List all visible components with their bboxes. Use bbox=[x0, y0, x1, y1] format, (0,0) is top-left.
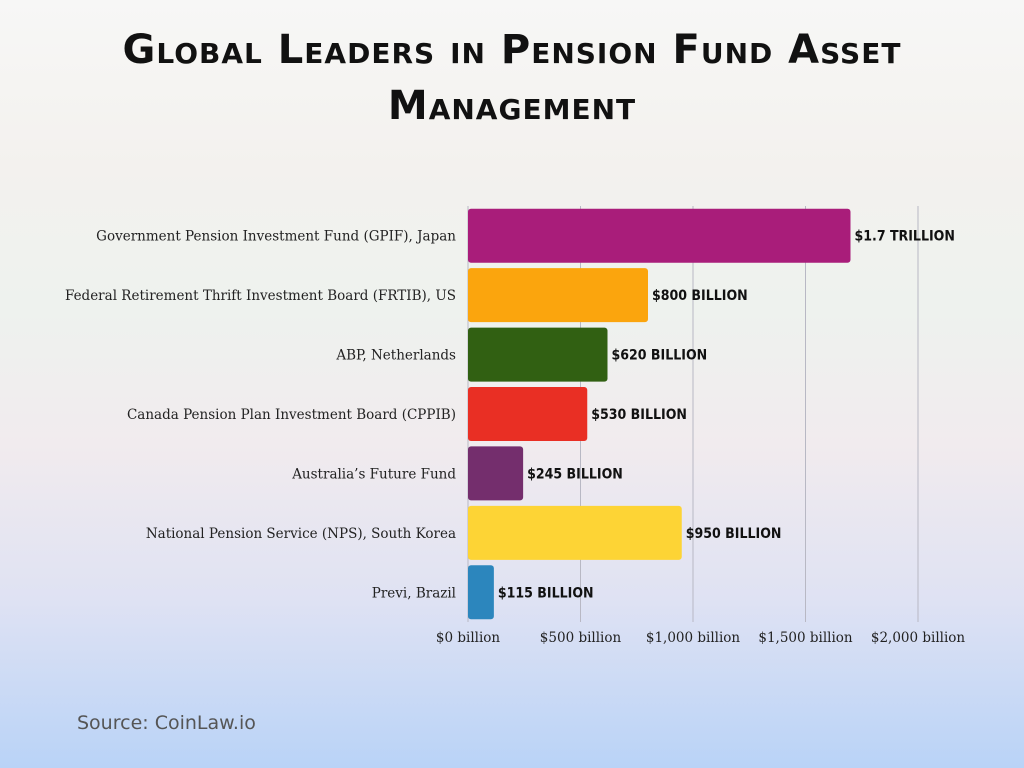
x-tick-label: $500 billion bbox=[540, 630, 622, 646]
category-label: Federal Retirement Thrift Investment Boa… bbox=[65, 288, 456, 304]
bar bbox=[468, 565, 494, 620]
x-tick-label: $0 billion bbox=[436, 630, 501, 646]
bar bbox=[468, 327, 608, 382]
bar bbox=[468, 208, 851, 263]
bar bbox=[468, 446, 524, 501]
chart-title: Global Leaders in Pension Fund Asset Man… bbox=[122, 27, 902, 129]
category-label: Australia’s Future Fund bbox=[291, 466, 456, 482]
category-label: Government Pension Investment Fund (GPIF… bbox=[96, 229, 456, 245]
data-label: $620 BILLION bbox=[612, 348, 708, 364]
value-labels: $1.7 TRILLION $800 BILLION $620 BILLION $53… bbox=[498, 229, 955, 602]
bar bbox=[468, 387, 588, 441]
category-label: National Pension Service (NPS), South Ko… bbox=[146, 526, 456, 542]
bars bbox=[468, 208, 851, 620]
x-tick-label: $2,000 billion bbox=[871, 630, 966, 646]
x-axis-tick-labels: $0 billion $500 billion $1,000 billion $1,5… bbox=[436, 630, 966, 646]
data-label: $245 BILLION bbox=[527, 466, 623, 482]
category-label: Previ, Brazil bbox=[372, 585, 456, 601]
bar bbox=[468, 268, 648, 323]
category-label: Canada Pension Plan Investment Board (CP… bbox=[127, 407, 456, 423]
x-tick-label: $1,500 billion bbox=[758, 630, 853, 646]
data-label: $950 BILLION bbox=[686, 526, 782, 542]
data-label: $115 BILLION bbox=[498, 585, 594, 601]
category-label: ABP, Netherlands bbox=[335, 348, 456, 364]
x-tick-label: $1,000 billion bbox=[646, 630, 741, 646]
category-labels: Government Pension Investment Fund (GPIF… bbox=[65, 229, 456, 602]
bar bbox=[468, 505, 682, 560]
data-label: $800 BILLION bbox=[652, 288, 748, 304]
data-label: $530 BILLION bbox=[591, 407, 687, 423]
data-label: $1.7 TRILLION bbox=[855, 229, 955, 245]
source-note: Source: CoinLaw.io bbox=[77, 712, 256, 734]
